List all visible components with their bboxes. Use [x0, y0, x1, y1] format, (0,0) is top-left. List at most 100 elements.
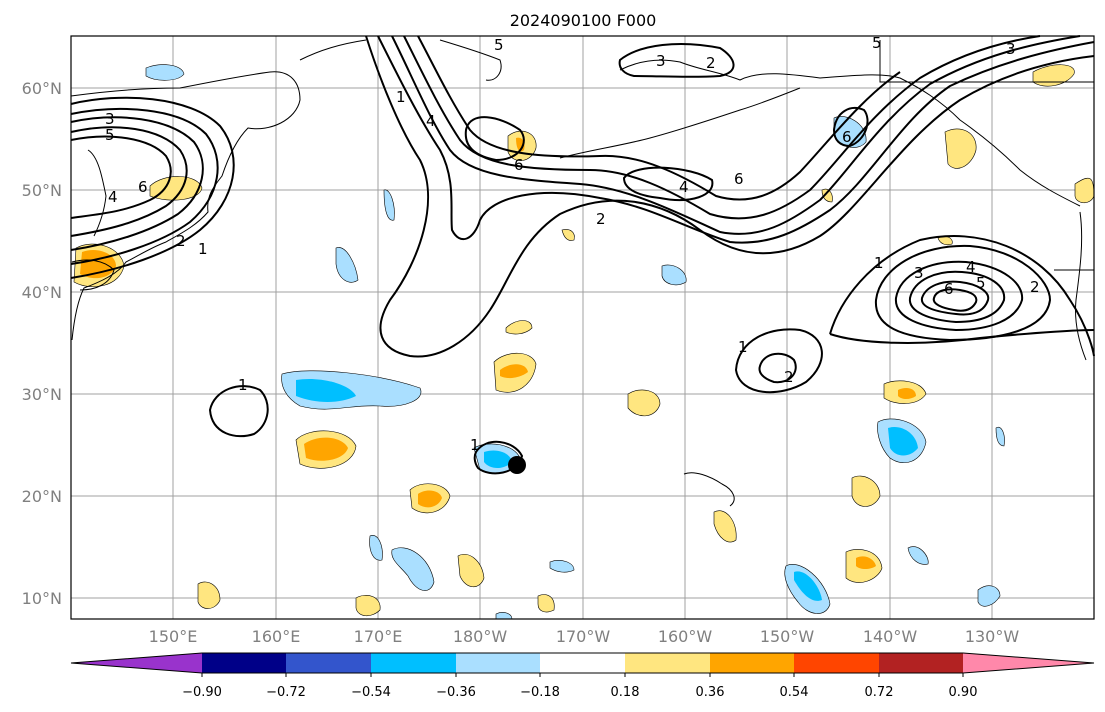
coastline-kamchatka-n [299, 39, 367, 61]
lon-label: 130°W [965, 627, 1020, 646]
lon-label: 180°W [453, 627, 508, 646]
colorbar-tick-label: 0.54 [780, 685, 809, 700]
anomaly-pos-se-core [856, 556, 876, 569]
anomaly-neg-s5 [977, 585, 1001, 607]
contour-label: 3 [914, 264, 924, 282]
lon-label: 140°W [863, 627, 918, 646]
contour-main-1 [365, 35, 1095, 358]
lon-label: 160°W [658, 627, 713, 646]
contour-label: 2 [784, 368, 794, 386]
contour-label: 2 [706, 54, 716, 72]
colorbar-tick-label: −0.54 [351, 685, 391, 700]
contour-nw-1 [70, 96, 235, 279]
anomaly-neg-s2 [369, 535, 383, 561]
contour-mid-1 [734, 328, 823, 394]
colorbar-tick-label: −0.18 [520, 685, 560, 700]
contour-label: 1 [470, 436, 480, 454]
colorbar-segment [540, 653, 625, 673]
colorbar-tick-label: −0.72 [266, 685, 306, 700]
contour-label: 1 [238, 376, 248, 394]
contour-label: 4 [679, 178, 689, 196]
anomaly-neg-s1 [391, 547, 435, 591]
colorbar-segment [286, 653, 371, 673]
contour-e-6 [932, 288, 978, 312]
contour-label: 4 [426, 112, 436, 130]
lon-label: 150°W [760, 627, 815, 646]
boundary-alaska [879, 40, 1094, 83]
contour-e-5 [920, 280, 990, 316]
contour-label: 5 [976, 274, 986, 292]
contour-aleutian-loop [464, 116, 525, 162]
coastline-na-west [1075, 211, 1087, 361]
coastline-sakhalin [87, 149, 107, 237]
anomaly-neg-center-core [484, 450, 512, 468]
colorbar-segment [202, 653, 286, 673]
colorbar-tick-label: −0.36 [436, 685, 476, 700]
contour-label: 4 [966, 258, 976, 276]
contour-main-5 [417, 35, 901, 201]
contour-main-3 [391, 35, 1081, 235]
anomaly-pos-small2 [561, 229, 575, 241]
anomaly-neg-mid [661, 264, 687, 286]
lat-label: 60°N [22, 79, 62, 98]
lon-label: 170°E [354, 627, 403, 646]
contour-label: 1 [396, 88, 406, 106]
colorbar-tick-label: 0.36 [696, 685, 725, 700]
contour-mid-2 [758, 352, 797, 384]
colorbar-segment [71, 653, 202, 673]
contour-label: 3 [105, 110, 115, 128]
coastline-alaska-canada [619, 59, 1081, 207]
anomaly-pos-e2 [851, 475, 881, 507]
contour-label: 6 [734, 170, 744, 188]
contour-w-1 [208, 385, 269, 438]
contour-nw-2 [70, 107, 219, 265]
contour-e-2 [874, 244, 1052, 342]
contour-label: 6 [944, 280, 954, 298]
anomaly-pos-s2 [197, 581, 221, 609]
anomaly-pos-s1 [457, 554, 485, 588]
storm-center-marker [508, 456, 526, 474]
contour-n-loop [618, 43, 735, 78]
colorbar-segment [625, 653, 710, 673]
contour-main-4 [403, 35, 1041, 220]
contour-center-1 [473, 440, 524, 475]
map-panel: 3 5 6 4 2 1 5 4 1 6 3 2 2 4 6 6 3 5 1 3 … [70, 34, 1095, 620]
colorbar-tick-label: 0.72 [865, 685, 894, 700]
contour-main-2 [377, 35, 1095, 244]
lon-label: 160°E [252, 627, 301, 646]
colorbar-segment [794, 653, 879, 673]
colorbar-segment [710, 653, 794, 673]
colorbar-segment [371, 653, 456, 673]
contour-label: 4 [108, 188, 118, 206]
coastline-hawaii [683, 472, 735, 507]
contour-label: 3 [656, 52, 666, 70]
contours [70, 35, 1095, 475]
coastline-japan [71, 259, 115, 291]
anomaly-neg-w3-core [296, 378, 356, 402]
anomaly-neg-s3 [549, 560, 575, 573]
colorbar-segment [456, 653, 540, 673]
anomaly-neg-s6 [995, 426, 1005, 447]
contour-labels: 3 5 6 4 2 1 5 4 1 6 3 2 2 4 6 6 3 5 1 3 … [105, 34, 1040, 454]
contour-label: 2 [1030, 278, 1040, 296]
anomaly-neg-se-core [794, 571, 822, 601]
anomaly-pos-nw [149, 176, 203, 201]
contour-nw-5 [70, 135, 172, 219]
map-frame [70, 35, 1095, 620]
lat-label: 20°N [22, 487, 62, 506]
anomaly-pos-sw-core [418, 490, 442, 508]
contour-label: 1 [874, 254, 884, 272]
anomaly-pos-e1-core [898, 388, 916, 399]
contour-label: 6 [514, 156, 524, 174]
contour-e-4 [908, 270, 1006, 324]
contour-label: 1 [738, 338, 748, 356]
anomaly-neg-e-core [888, 426, 918, 456]
colorbar-tick-label: −0.90 [182, 685, 222, 700]
contour-nw-3 [70, 116, 204, 251]
anomaly-pos-s4 [537, 594, 555, 613]
coastline-aleutians [559, 87, 801, 159]
contour-label: 5 [872, 34, 882, 52]
colorbar-tick-label: 0.18 [611, 685, 640, 700]
contour-label: 5 [105, 126, 115, 144]
contour-label: 1 [198, 240, 208, 258]
